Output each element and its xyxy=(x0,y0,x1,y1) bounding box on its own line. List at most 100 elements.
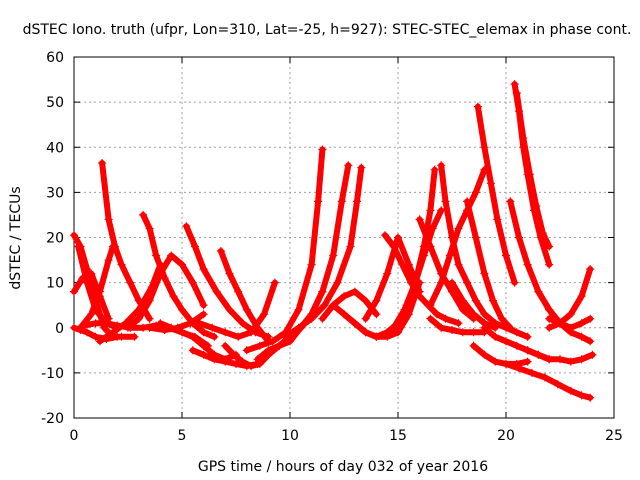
data-point xyxy=(234,287,243,296)
data-point xyxy=(454,224,463,233)
data-point xyxy=(108,328,117,337)
series-20 xyxy=(281,163,366,341)
data-point xyxy=(532,201,541,210)
data-point xyxy=(281,332,290,341)
data-point xyxy=(145,224,154,233)
data-point xyxy=(225,269,234,278)
series-trace xyxy=(282,164,365,340)
data-point xyxy=(441,314,450,323)
data-point xyxy=(229,350,238,359)
data-point xyxy=(534,350,543,359)
data-point xyxy=(210,355,219,364)
series-15 xyxy=(195,278,279,341)
data-point xyxy=(448,233,456,242)
data-point xyxy=(145,314,154,323)
data-point xyxy=(70,287,78,296)
data-point xyxy=(458,296,467,305)
series-34 xyxy=(473,102,519,287)
data-point xyxy=(145,323,154,332)
data-point xyxy=(152,251,161,260)
data-point xyxy=(437,161,446,170)
data-point xyxy=(346,242,355,251)
data-point xyxy=(199,328,208,337)
data-point xyxy=(95,287,104,296)
data-point xyxy=(398,260,407,269)
data-point xyxy=(506,323,515,332)
data-point xyxy=(480,143,489,152)
data-point xyxy=(556,319,564,328)
data-point xyxy=(188,278,197,287)
data-point xyxy=(394,233,402,242)
data-point xyxy=(566,357,575,366)
data-point xyxy=(361,328,370,337)
data-point xyxy=(232,359,240,368)
series-40 xyxy=(523,346,597,366)
data-point xyxy=(199,265,208,274)
data-point xyxy=(502,337,510,346)
data-point xyxy=(173,323,182,332)
data-point xyxy=(247,362,256,371)
series-24 xyxy=(361,233,424,323)
series-trace xyxy=(474,103,518,286)
data-point xyxy=(469,328,478,337)
data-point xyxy=(208,323,217,332)
data-point xyxy=(134,314,143,323)
series-trace xyxy=(362,234,423,322)
data-point xyxy=(91,319,100,328)
data-point xyxy=(448,326,456,334)
data-point xyxy=(255,359,264,368)
data-point xyxy=(525,170,534,179)
data-point xyxy=(294,305,303,314)
data-point xyxy=(389,323,398,332)
data-point xyxy=(199,301,208,310)
data-point xyxy=(95,337,104,346)
data-point xyxy=(87,310,96,319)
series-trace xyxy=(503,360,594,401)
data-point xyxy=(247,328,256,337)
data-point xyxy=(83,328,91,337)
series-4 xyxy=(76,242,117,332)
data-point xyxy=(117,260,126,269)
data-point xyxy=(221,341,230,350)
data-point xyxy=(445,251,454,260)
data-point xyxy=(566,328,575,337)
x-tick-label: 0 xyxy=(70,428,79,444)
y-axis-label: dSTEC / TECUs xyxy=(8,186,24,289)
data-point xyxy=(87,269,96,278)
data-point xyxy=(98,159,107,167)
data-point xyxy=(372,296,381,305)
data-point xyxy=(458,328,467,337)
data-point xyxy=(242,346,251,355)
data-point xyxy=(502,359,510,368)
data-point xyxy=(415,215,424,224)
data-point xyxy=(381,231,389,240)
series-5 xyxy=(98,159,154,323)
data-point xyxy=(225,305,234,314)
data-point xyxy=(160,326,169,334)
data-point xyxy=(519,134,528,143)
x-tick-label: 10 xyxy=(281,428,299,444)
data-point xyxy=(512,89,521,98)
y-tick-label: 50 xyxy=(46,95,64,111)
data-point xyxy=(130,332,139,341)
data-point xyxy=(553,380,562,389)
data-point xyxy=(566,386,575,395)
data-point xyxy=(182,222,191,231)
data-point xyxy=(104,256,113,265)
series-trace xyxy=(243,146,326,354)
data-point xyxy=(188,332,197,341)
data-point xyxy=(372,310,381,319)
data-point xyxy=(275,341,284,350)
data-point xyxy=(307,260,316,269)
data-point xyxy=(491,332,500,341)
data-point xyxy=(437,323,446,332)
data-point xyxy=(471,233,480,242)
data-point xyxy=(389,242,398,251)
series-23 xyxy=(340,278,424,341)
data-point xyxy=(361,314,370,323)
x-axis-label: GPS time / hours of day 032 of year 2016 xyxy=(198,459,488,475)
data-point xyxy=(91,332,100,341)
y-tick-label: 0 xyxy=(55,321,64,337)
data-point xyxy=(454,319,463,328)
